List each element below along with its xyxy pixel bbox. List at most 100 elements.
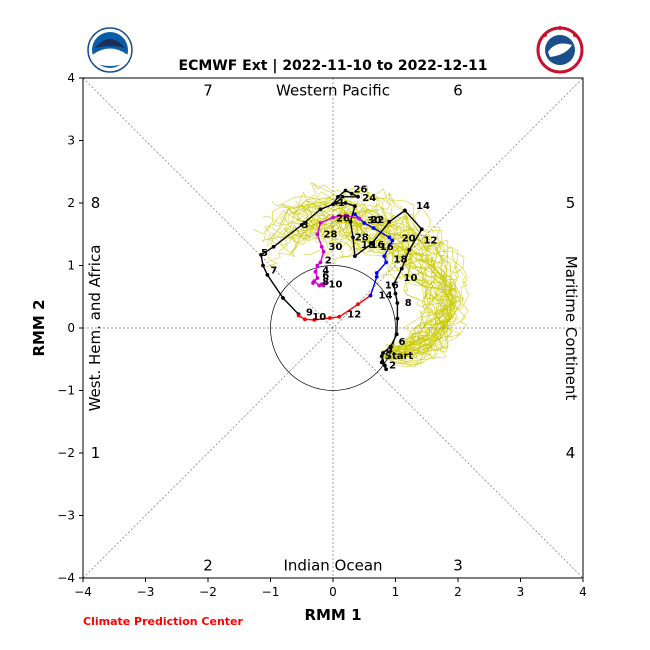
ensemble-member-line xyxy=(303,244,450,352)
y-tick-label: −2 xyxy=(57,446,75,460)
forecast-point xyxy=(379,360,384,365)
forecast-point xyxy=(323,281,328,285)
forecast-point xyxy=(259,252,264,257)
chart-title: ECMWF Ext | 2022-11-10 to 2022-12-11 xyxy=(179,58,488,74)
day-label: 16 xyxy=(380,242,394,253)
forecast-point xyxy=(334,201,339,205)
x-tick-label: −4 xyxy=(74,585,92,599)
forecast-point xyxy=(343,201,348,205)
forecast-point xyxy=(362,221,367,225)
day-label: 16 xyxy=(370,240,384,251)
diagonal-line xyxy=(82,77,584,579)
x-tick-label: 4 xyxy=(579,585,587,599)
day-label: 3 xyxy=(302,220,309,231)
y-tick-label: 1 xyxy=(67,259,75,273)
forecast-point xyxy=(271,244,276,249)
ensemble-member-line xyxy=(328,229,448,366)
region-label-left: West. Hem. and Africa xyxy=(86,245,104,412)
forecast-point xyxy=(349,191,354,196)
forecast-point xyxy=(387,235,392,240)
forecast-point xyxy=(313,269,318,274)
day-label: 2 xyxy=(389,361,396,372)
phase-number: 4 xyxy=(566,444,576,462)
forecast-segment xyxy=(311,213,362,288)
day-label: 8 xyxy=(405,298,412,309)
forecast-point xyxy=(419,227,424,232)
forecast-point xyxy=(357,216,362,221)
ensemble-member-line xyxy=(285,219,436,354)
forecast-point xyxy=(381,351,385,355)
forecast-point xyxy=(352,212,357,217)
y-tick-label: −4 xyxy=(57,571,75,585)
region-label-right: Maritime Continent xyxy=(562,256,580,401)
day-label: 22 xyxy=(370,215,384,226)
forecast-point xyxy=(336,194,340,199)
phase-number: 8 xyxy=(91,194,101,212)
forecast-point xyxy=(393,291,398,296)
y-tick-label: −3 xyxy=(57,509,75,523)
forecast-point xyxy=(371,226,376,230)
forecast-point xyxy=(402,208,407,213)
forecast-point xyxy=(395,301,400,305)
x-tick-label: 0 xyxy=(329,585,337,599)
day-label: 26 xyxy=(336,214,350,225)
day-label: 30 xyxy=(329,242,343,253)
ensemble-member-line xyxy=(301,208,465,357)
y-tick-label: −1 xyxy=(57,384,75,398)
forecast-point xyxy=(312,317,317,322)
ensemble-member-line xyxy=(303,199,461,355)
ensemble-member-line xyxy=(278,216,450,354)
forecast-segment xyxy=(296,293,373,322)
day-label: 24 xyxy=(362,193,376,204)
forecast-point xyxy=(331,215,335,220)
phase-number: 5 xyxy=(566,194,576,212)
day-label: 6 xyxy=(322,271,329,282)
ensemble-member-line xyxy=(283,211,429,352)
forecast-point xyxy=(319,244,324,249)
forecast-point xyxy=(348,219,353,224)
forecast-point xyxy=(343,213,348,218)
x-tick-label: 3 xyxy=(517,585,525,599)
forecast-point xyxy=(315,276,320,280)
forecast-point xyxy=(312,279,317,284)
day-label: 8 xyxy=(322,277,329,288)
forecast-point xyxy=(315,263,320,268)
day-label: Start xyxy=(385,351,414,362)
forecast-point xyxy=(374,274,379,279)
forecast-point xyxy=(318,207,323,212)
forecast-point xyxy=(399,266,404,271)
forecast-point xyxy=(388,344,393,349)
forecast-point xyxy=(391,282,396,287)
forecast-point xyxy=(384,260,389,265)
day-label: 14 xyxy=(379,291,393,302)
forecast-point xyxy=(327,316,332,320)
forecast-point xyxy=(321,249,326,254)
forecast-point xyxy=(261,263,265,268)
forecast-point xyxy=(299,222,304,227)
forecast-point xyxy=(281,296,285,300)
forecast-point xyxy=(351,235,355,240)
day-label: 4 xyxy=(386,345,393,356)
nws-logo xyxy=(536,26,584,74)
x-tick-label: −1 xyxy=(262,585,280,599)
forecast-point xyxy=(379,354,384,359)
day-label: 9 xyxy=(306,307,313,318)
forecast-point xyxy=(352,254,357,259)
forecast-point xyxy=(315,232,320,237)
x-axis-label: RMM 1 xyxy=(304,606,361,624)
phase-number: 1 xyxy=(91,444,101,462)
day-label: 18 xyxy=(361,240,375,251)
day-label: 10 xyxy=(329,279,343,290)
phase-number: 7 xyxy=(203,82,213,100)
day-label: 6 xyxy=(399,337,406,348)
forecast-point xyxy=(382,254,387,259)
ensemble-member-line xyxy=(252,202,433,361)
x-tick-label: 1 xyxy=(392,585,400,599)
ensemble-member-line xyxy=(305,225,451,361)
ensemble-member-line xyxy=(261,217,452,358)
credit-text: Climate Prediction Center xyxy=(83,615,243,628)
forecast-point xyxy=(318,260,323,265)
phase-number: 3 xyxy=(453,557,463,575)
